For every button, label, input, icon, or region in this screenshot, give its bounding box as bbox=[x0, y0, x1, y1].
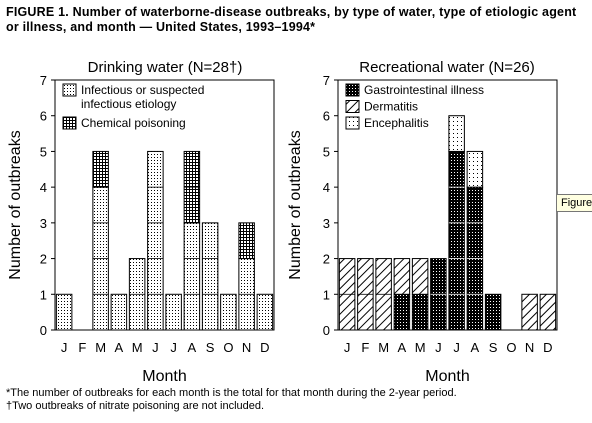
legend-label: Dermatitis bbox=[364, 100, 418, 114]
y-tick-label: 0 bbox=[323, 323, 330, 338]
legend-swatch bbox=[345, 83, 360, 97]
bar-segment bbox=[238, 222, 255, 260]
x-tick-label: F bbox=[361, 340, 369, 355]
x-tick-label: O bbox=[223, 340, 233, 355]
x-tick-label: J bbox=[435, 340, 442, 355]
y-tick-label: 7 bbox=[40, 73, 47, 88]
chart-title: Drinking water (N=28†) bbox=[88, 59, 243, 76]
x-tick-label: J bbox=[453, 340, 460, 355]
y-tick-label: 6 bbox=[323, 109, 330, 124]
y-axis-label: Number of outbreaks bbox=[7, 130, 24, 279]
bar-segment bbox=[411, 293, 429, 331]
legend-label: Infectious or suspected infectious etiolo… bbox=[81, 83, 204, 111]
bar-segment bbox=[201, 222, 219, 331]
x-tick-label: D bbox=[543, 340, 552, 355]
x-tick-label: J bbox=[170, 340, 177, 355]
bar-segment bbox=[393, 293, 411, 331]
legend-swatch bbox=[345, 100, 360, 113]
bar-segment bbox=[411, 258, 429, 295]
x-tick-label: S bbox=[489, 340, 498, 355]
y-tick-label: 7 bbox=[323, 73, 330, 88]
x-tick-label: A bbox=[188, 340, 197, 355]
x-tick-label: F bbox=[78, 340, 86, 355]
y-tick-label: 4 bbox=[40, 180, 47, 195]
bar-segment bbox=[521, 293, 538, 331]
legend-swatch bbox=[62, 116, 77, 130]
x-tick-label: J bbox=[61, 340, 68, 355]
bar-segment bbox=[484, 293, 502, 331]
bar-segment bbox=[393, 258, 411, 295]
x-tick-label: O bbox=[506, 340, 516, 355]
bar-segment bbox=[92, 150, 109, 188]
x-tick-label: N bbox=[242, 340, 251, 355]
bar-segment bbox=[256, 293, 274, 331]
x-tick-label: J bbox=[152, 340, 159, 355]
plot-frame bbox=[54, 79, 275, 331]
bar-segment bbox=[165, 293, 182, 331]
bar-segment bbox=[220, 293, 237, 331]
bar-segment bbox=[147, 150, 164, 331]
figure-title: FIGURE 1. Number of waterborne-disease o… bbox=[6, 5, 577, 34]
y-tick-label: 3 bbox=[323, 216, 330, 231]
x-tick-label: J bbox=[344, 340, 351, 355]
y-tick-label: 4 bbox=[323, 180, 330, 195]
x-tick-label: A bbox=[471, 340, 480, 355]
x-tick-label: A bbox=[115, 340, 124, 355]
chart-title: Recreational water (N=26) bbox=[359, 59, 535, 76]
x-tick-label: A bbox=[398, 340, 407, 355]
x-tick-label: M bbox=[378, 340, 389, 355]
y-tick-label: 1 bbox=[323, 287, 330, 302]
bar-segment bbox=[110, 293, 128, 331]
y-tick-label: 5 bbox=[323, 144, 330, 159]
y-tick-label: 3 bbox=[40, 216, 47, 231]
x-tick-label: M bbox=[415, 340, 426, 355]
y-tick-label: 2 bbox=[323, 252, 330, 267]
bar-segment bbox=[539, 293, 557, 331]
legend-label: Chemical poisoning bbox=[81, 116, 186, 130]
legend-swatch bbox=[345, 116, 360, 130]
footnote-dagger: †Two outbreaks of nitrate poisoning are … bbox=[6, 400, 265, 412]
legend-label: Encephalitis bbox=[364, 116, 429, 130]
footnote-asterisk: *The number of outbreaks for each month … bbox=[6, 387, 457, 399]
y-tick-label: 2 bbox=[40, 252, 47, 267]
x-axis-label: Month bbox=[142, 368, 186, 385]
y-tick-label: 5 bbox=[40, 144, 47, 159]
bar-segment bbox=[448, 115, 465, 152]
x-tick-label: D bbox=[260, 340, 269, 355]
x-tick-label: M bbox=[132, 340, 143, 355]
legend-label: Gastrointestinal illness bbox=[364, 83, 484, 97]
bar-segment bbox=[183, 222, 201, 331]
y-axis-label: Number of outbreaks bbox=[287, 130, 304, 279]
x-tick-label: N bbox=[525, 340, 534, 355]
x-tick-label: S bbox=[206, 340, 215, 355]
y-tick-label: 0 bbox=[40, 323, 47, 338]
figure-tooltip: Figure bbox=[556, 194, 592, 212]
legend-swatch bbox=[62, 83, 77, 97]
x-axis-label: Month bbox=[425, 368, 469, 385]
bar-segment bbox=[466, 150, 484, 188]
bar-segment bbox=[55, 293, 73, 331]
y-tick-label: 6 bbox=[40, 109, 47, 124]
y-tick-label: 1 bbox=[40, 287, 47, 302]
chart-panel-2: Recreational water (N=26) 0 1 2 3 4 5 6 7 Number … bbox=[287, 59, 558, 385]
chart-panel-1: Drinking water (N=28†) 0 1 2 3 4 5 6 7 Number of … bbox=[7, 59, 275, 385]
bar-segment bbox=[448, 150, 465, 331]
x-tick-label: M bbox=[95, 340, 106, 355]
